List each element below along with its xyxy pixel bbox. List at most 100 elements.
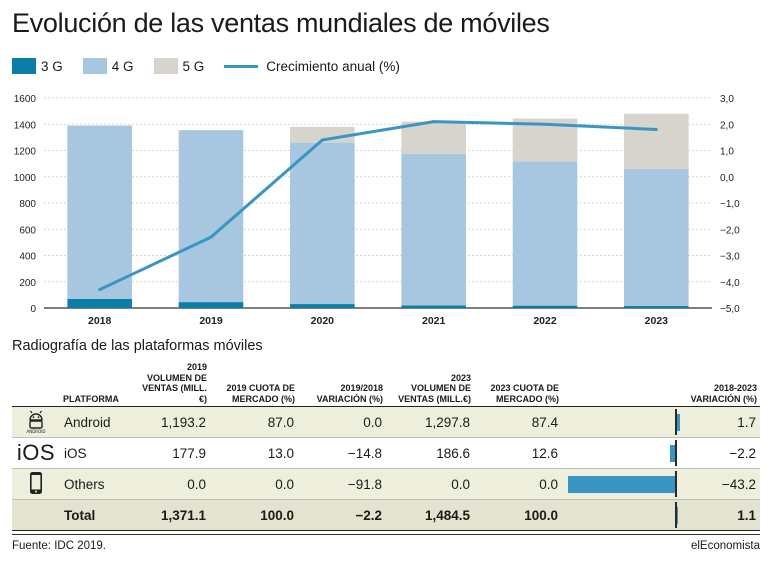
android-icon: ANDROID — [12, 406, 60, 438]
table-row-android: ANDROID Android 1,193.2 87.0 0.0 1,297.8… — [12, 406, 760, 438]
header-share-2023-line1: 2023 CUOTA DE — [490, 383, 559, 393]
var-2018-2023: 1.7 — [685, 406, 760, 438]
header-share-2023: 2023 CUOTA DE MERCADO (%) — [474, 362, 562, 407]
bar-3g — [512, 305, 578, 308]
legend-swatch-4g — [82, 58, 107, 74]
header-share-2023-line2: MERCADO (%) — [496, 393, 559, 404]
header-sales-2023-line2: VOLUMEN DE — [410, 383, 471, 393]
share-2023: 0.0 — [474, 468, 562, 500]
header-share-2019-line2: MERCADO (%) — [232, 393, 295, 404]
total-icon-cell — [12, 499, 60, 531]
var-2019-2018: 0.0 — [298, 406, 386, 438]
y-right-tick-label: −5,0 — [720, 304, 740, 315]
var-2018-2023: −2.2 — [685, 437, 760, 469]
bar-3g — [624, 306, 689, 308]
variation-zero-line — [674, 409, 677, 435]
bar-4g — [624, 168, 689, 307]
y-right-tick-label: 3,0 — [720, 94, 734, 105]
variation-bar — [675, 414, 680, 431]
x-tick-label: 2022 — [533, 315, 557, 327]
footer-divider — [12, 534, 760, 535]
sales-2023: 0.0 — [386, 468, 474, 500]
sales-2019: 177.9 — [134, 437, 210, 469]
source-note: Fuente: IDC 2019. — [12, 540, 106, 552]
header-var-2018-2023: 2018-2023 VARIACIÓN (%) — [685, 362, 760, 407]
header-var-2018-2023-line2: VARIACIÓN (%) — [690, 393, 757, 404]
y-right-tick-label: 0,0 — [720, 173, 734, 184]
variation-zero-line — [674, 440, 677, 466]
variation-bar — [670, 445, 676, 462]
bar-3g — [401, 305, 466, 308]
x-tick-label: 2020 — [311, 315, 335, 327]
platform-name: Android — [60, 406, 134, 438]
sales-chart: 0 200 400 600 800 1000 1200 1400 1600 −5,0 −4,0 −3,… — [14, 94, 740, 327]
bar-4g — [67, 125, 132, 299]
share-2019: 87.0 — [210, 406, 298, 438]
y-right-tick-label: 1,0 — [720, 147, 734, 158]
y-left-tick-label: 200 — [19, 278, 36, 289]
sales-2019: 1,371.1 — [134, 499, 210, 531]
growth-point — [543, 122, 547, 126]
var-2018-2023: −43.2 — [685, 468, 760, 500]
table-subtitle: Radiografía de las plataformas móviles — [12, 338, 263, 354]
y-left-tick-label: 1200 — [14, 147, 37, 158]
header-var-bar — [562, 362, 685, 407]
platform-name: Others — [60, 468, 134, 500]
growth-point — [320, 138, 324, 142]
variation-bar-cell — [562, 437, 685, 469]
share-2023: 87.4 — [474, 406, 562, 438]
sales-2023: 186.6 — [386, 437, 474, 469]
x-tick-label: 2019 — [199, 315, 223, 327]
growth-point — [432, 120, 436, 124]
legend-item-4g: 4 G — [82, 58, 134, 74]
legend-swatch-5g — [153, 58, 178, 74]
bar-4g — [401, 153, 466, 306]
header-sales-2019: 2019 VOLUMEN DE VENTAS (MILL.€) — [134, 362, 210, 407]
legend-label-3g: 3 G — [41, 58, 63, 74]
share-2019: 100.0 — [210, 499, 298, 531]
y-left-tick-label: 1600 — [14, 94, 37, 105]
variation-bar-cell — [562, 468, 685, 500]
share-2023: 12.6 — [474, 437, 562, 469]
variation-bar — [675, 507, 679, 524]
bar-3g — [178, 302, 244, 308]
header-sales-2023-line3: VENTAS (MILL.€) — [398, 393, 471, 404]
sales-2023: 1,297.8 — [386, 406, 474, 438]
y-left-tick-label: 400 — [19, 252, 36, 263]
bar-4g — [290, 142, 355, 305]
variation-bar — [568, 476, 676, 493]
x-tick-label: 2021 — [422, 315, 446, 327]
variation-zero-line — [674, 471, 677, 497]
ios-icon-text: iOS — [16, 440, 56, 465]
variation-zero-line — [674, 502, 677, 528]
legend-label-growth: Crecimiento anual (%) — [266, 58, 400, 74]
header-platform: Platforma — [60, 362, 134, 407]
variation-bar-cell — [562, 499, 685, 531]
header-icon — [12, 362, 60, 407]
chart-title: Evolución de las ventas mundiales de móv… — [12, 8, 550, 38]
y-left-tick-label: 1400 — [14, 120, 37, 131]
variation-bar-cell — [562, 406, 685, 438]
legend-line-growth — [224, 64, 259, 68]
table-header-row: Platforma 2019 VOLUMEN DE VENTAS (MILL.€… — [12, 362, 760, 407]
legend-item-5g: 5 G — [153, 58, 204, 74]
x-tick-label: 2023 — [645, 315, 669, 327]
bar-4g — [178, 130, 244, 303]
sales-2019: 1,193.2 — [134, 406, 210, 438]
bar-4g — [512, 161, 578, 306]
header-sales-2019-line2: VOLUMEN DE — [146, 372, 207, 383]
header-var-2019-2018-line1: 2019/2018 — [340, 383, 383, 393]
y-right-tick-label: −3,0 — [720, 252, 740, 263]
share-2019: 0.0 — [210, 468, 298, 500]
growth-line — [99, 120, 657, 291]
brand-logo: elEconomista — [690, 540, 760, 552]
growth-point — [654, 128, 658, 131]
table-row-others: Others 0.0 0.0 −91.8 0.0 0.0 −43.2 — [12, 468, 760, 500]
x-tick-label: 2018 — [88, 315, 112, 327]
legend-item-3g: 3 G — [12, 58, 63, 74]
table-row-total: Total 1,371.1 100.0 −2.2 1,484.5 100.0 1… — [12, 499, 760, 531]
var-2019-2018: −14.8 — [298, 437, 386, 469]
y-left-tick-label: 800 — [19, 199, 36, 210]
var-2019-2018: −91.8 — [298, 468, 386, 500]
bar-3g — [290, 304, 355, 308]
